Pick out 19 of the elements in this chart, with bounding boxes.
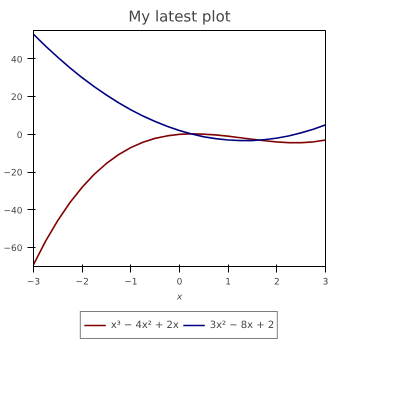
line-series <box>34 132 326 266</box>
y-tick-label: 0 <box>16 130 23 141</box>
x-tick-label: 2 <box>274 278 280 288</box>
y-tick-label: −20 <box>4 168 23 179</box>
y-tick-label: −40 <box>4 206 23 216</box>
y-tick-label: 40 <box>11 55 23 66</box>
x-tick-label: 1 <box>225 278 232 288</box>
x-tick-label: −2 <box>76 278 89 288</box>
x-tick-label: 3 <box>322 278 328 288</box>
x-tick-label: 0 <box>176 278 183 288</box>
x-tick-label: −1 <box>124 278 138 288</box>
x-axis-title: x <box>176 292 183 302</box>
legend-label: x³ − 4x² + 2x <box>110 320 179 330</box>
chart-title: My latest plot <box>128 8 231 26</box>
y-tick-label: −60 <box>4 244 23 254</box>
line-series <box>34 33 326 142</box>
legend-label: 3x² − 8x + 2 <box>210 320 274 330</box>
x-tick-label: −3 <box>26 278 40 288</box>
y-tick-label: 20 <box>11 93 23 104</box>
